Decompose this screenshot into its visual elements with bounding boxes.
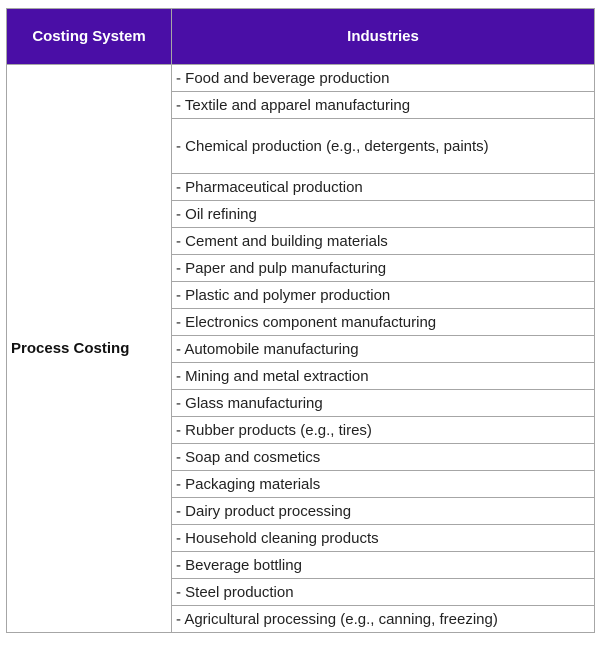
table-row: - Household cleaning products bbox=[7, 524, 595, 552]
table-row: - Soap and cosmetics bbox=[7, 443, 595, 471]
table-row: - Textile and apparel manufacturing bbox=[7, 91, 595, 119]
table-row: - Paper and pulp manufacturing bbox=[7, 254, 595, 282]
industry-cell: - Glass manufacturing bbox=[171, 389, 595, 417]
header-cell: Industries bbox=[171, 8, 595, 65]
table-row: - Oil refining bbox=[7, 200, 595, 228]
table-row: - Plastic and polymer production bbox=[7, 281, 595, 309]
industry-cell: - Steel production bbox=[171, 578, 595, 606]
industry-cell: - Packaging materials bbox=[171, 470, 595, 498]
industry-cell: - Soap and cosmetics bbox=[171, 443, 595, 471]
table-row: - Chemical production (e.g., detergents,… bbox=[7, 118, 595, 174]
industry-cell: - Dairy product processing bbox=[171, 497, 595, 525]
industry-cell: - Electronics component manufacturing bbox=[171, 308, 595, 336]
table-header: Costing System Industries bbox=[6, 8, 595, 65]
costing-system-cell: Process Costing bbox=[6, 64, 172, 633]
industry-cell: - Automobile manufacturing bbox=[171, 335, 595, 363]
industry-cell: - Rubber products (e.g., tires) bbox=[171, 416, 595, 444]
industry-cell: - Plastic and polymer production bbox=[171, 281, 595, 309]
table-row: Process Costing - Food and beverage produ… bbox=[6, 64, 595, 633]
industry-cell: - Pharmaceutical production bbox=[171, 173, 595, 201]
industry-cell: - Cement and building materials bbox=[171, 227, 595, 255]
industry-cell: - Agricultural processing (e.g., canning… bbox=[171, 605, 595, 633]
table-row: - Rubber products (e.g., tires) bbox=[7, 416, 595, 444]
table-row: - Mining and metal extraction bbox=[7, 362, 595, 390]
table-row: - Dairy product processing bbox=[7, 497, 595, 525]
industry-cell: - Beverage bottling bbox=[171, 551, 595, 579]
table-row: - Glass manufacturing bbox=[7, 389, 595, 417]
table-row: - Automobile manufacturing bbox=[7, 335, 595, 363]
industry-cell: - Chemical production (e.g., detergents,… bbox=[171, 118, 595, 174]
industry-cell: - Food and beverage production bbox=[171, 64, 595, 92]
table-row: - Beverage bottling bbox=[7, 551, 595, 579]
costing-table: Costing System Industries Process Costin… bbox=[6, 8, 595, 633]
header-row: Costing System Industries bbox=[6, 8, 595, 65]
table-row: - Electronics component manufacturing bbox=[7, 308, 595, 336]
table-row: - Packaging materials bbox=[7, 470, 595, 498]
industry-cell: - Household cleaning products bbox=[171, 524, 595, 552]
table-body: Process Costing - Food and beverage produ… bbox=[6, 64, 595, 633]
industry-cell: - Paper and pulp manufacturing bbox=[171, 254, 595, 282]
table-row: - Agricultural processing (e.g., canning… bbox=[7, 605, 595, 633]
industry-cell: - Mining and metal extraction bbox=[171, 362, 595, 390]
industry-cell: - Oil refining bbox=[171, 200, 595, 228]
header-cell: Costing System bbox=[6, 8, 172, 65]
industry-cell: - Textile and apparel manufacturing bbox=[171, 91, 595, 119]
table-row: - Cement and building materials bbox=[7, 227, 595, 255]
